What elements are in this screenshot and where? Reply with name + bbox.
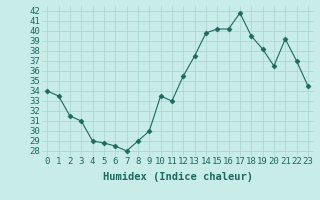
X-axis label: Humidex (Indice chaleur): Humidex (Indice chaleur) bbox=[103, 172, 252, 182]
